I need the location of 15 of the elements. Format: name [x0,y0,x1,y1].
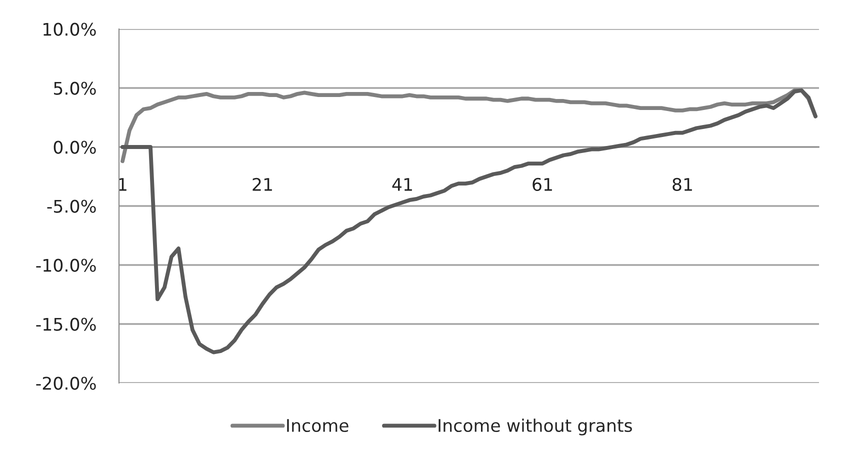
x-tick-label: 41 [392,178,412,191]
x-tick-label: 1 [118,178,126,191]
y-tick-label: 0.0% [54,140,96,154]
y-tick-label: -20.0% [36,376,96,390]
legend-label: Income [287,419,348,432]
y-tick-label: 10.0% [44,22,96,36]
y-tick-label: -15.0% [36,318,96,331]
x-tick-label: 81 [672,178,692,191]
y-tick-label: -10.0% [36,258,96,272]
x-tick-label: 21 [252,178,272,191]
x-tick-label: 61 [532,178,552,191]
line-series [120,88,818,354]
y-tick-label: -5.0% [47,200,96,213]
y-tick-label: 5.0% [54,82,96,95]
legend-label: Income without grants [438,418,632,436]
